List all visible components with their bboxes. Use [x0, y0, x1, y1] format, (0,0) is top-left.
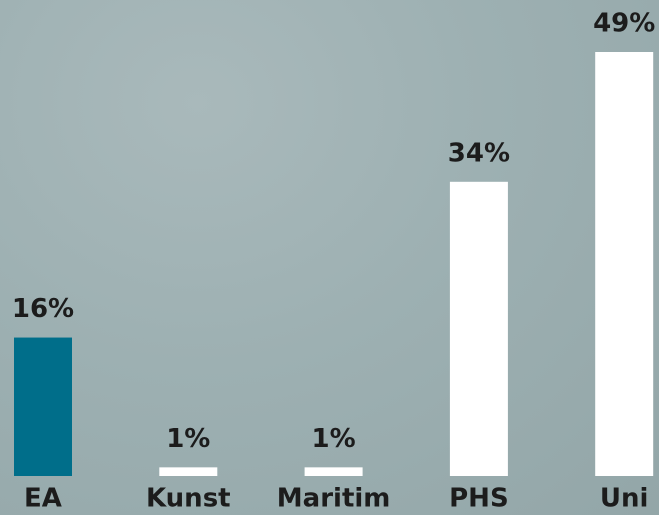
x-tick-label: PHS — [449, 484, 509, 514]
bar — [159, 467, 217, 476]
chart: 16% EA 1% Kunst 1% Maritim 34% PHS 49% Uni — [0, 0, 659, 515]
value-label: 1% — [166, 424, 210, 454]
x-tick-label: Uni — [600, 484, 649, 514]
value-label: 1% — [312, 424, 356, 454]
bar — [305, 467, 363, 476]
bar — [450, 182, 508, 476]
value-label: 16% — [12, 294, 74, 324]
page: 16%EA1%Kunst1%Maritim34%PHS49%Uni (() =>… — [0, 0, 659, 515]
x-tick-label: EA — [24, 484, 62, 514]
value-label: 49% — [593, 9, 655, 39]
value-label: 34% — [448, 138, 510, 168]
bar — [14, 338, 72, 476]
bar — [595, 52, 653, 476]
x-tick-label: Kunst — [146, 484, 231, 514]
x-tick-label: Maritim — [277, 484, 391, 514]
